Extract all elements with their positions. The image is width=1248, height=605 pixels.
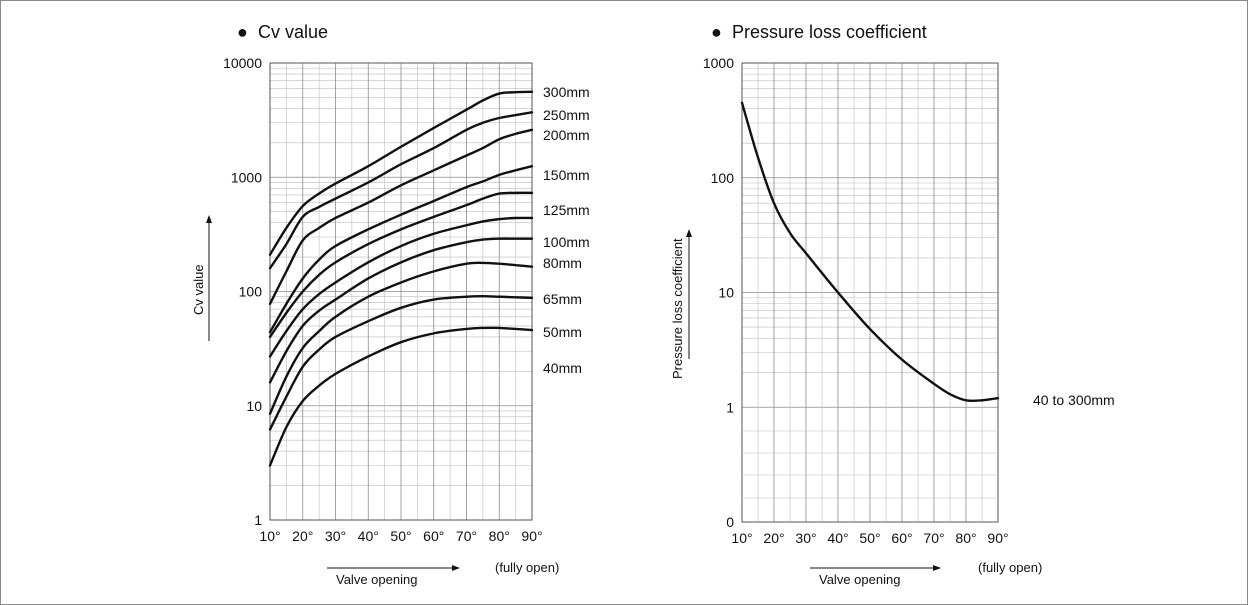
chart1-title-marker: ● [237,22,248,42]
chart2-x-tick-label: 10° [731,530,752,546]
chart1-x-tick-label: 20° [292,528,313,544]
chart1-series-100mm-line [268,216,534,358]
chart1-ticks: 10° 20° 30° 40° 50° 60° 70° 80° 90° 1 10 100 1000 100… [223,55,543,544]
chart1-series-label: 300mm [543,84,590,100]
chart2-x-tick-label: 40° [827,530,848,546]
chart1-y-tick-label: 10 [246,398,262,414]
chart1-x-tick-label: 30° [325,528,346,544]
chart1-series-label: 80mm [543,255,582,271]
chart2-y-tick-label: 10 [718,285,734,301]
chart2-x-tick-label: 60° [891,530,912,546]
chart1-series-label: 250mm [543,107,590,123]
chart1-ylabel-arrowhead [206,215,212,223]
chart1-series-150mm-line [268,164,534,334]
chart2-y-tick-label: 1 [726,399,734,415]
chart1-series-label: 65mm [543,291,582,307]
chart1-series-125mm-line [268,191,534,339]
chart1-series-label: 200mm [543,127,590,143]
chart1-series-label: 40mm [543,360,582,376]
chart1-x-tick-label: 80° [489,528,510,544]
chart2-xlabel-suffix: (fully open) [978,560,1042,575]
chart2-curves [740,101,1000,403]
chart2-y-tick-label: 1000 [703,55,734,71]
chart1-series-label: 150mm [543,167,590,183]
chart2-title-marker: ● [711,22,722,42]
chart1-series-300mm-line [268,90,534,256]
chart2-ylabel-arrowhead [686,229,692,237]
chart1-y-tick-label: 1000 [231,169,262,185]
chart1-x-tick-label: 40° [358,528,379,544]
chart1-series-50mm-line [268,294,534,431]
chart1-curves [268,90,534,467]
chart1-series-40mm-line [268,326,534,467]
chart1-x-tick-label: 50° [390,528,411,544]
chart2-plot-frame [741,62,999,523]
chart1-xlabel-arrowhead [452,565,460,571]
chart1-y-tick-label: 10000 [223,55,262,71]
chart1-ylabel: Cv value [191,264,206,315]
chart2-grid [741,62,999,523]
chart2-xlabel: Valve opening [819,572,900,587]
chart2-x-tick-label: 70° [923,530,944,546]
chart1-series-200mm-line [268,128,534,306]
chart2-x-tick-label: 80° [955,530,976,546]
chart1-series-labels: 300mm 250mm 200mm 150mm 125mm 100mm 80mm 65mm 50… [543,84,590,376]
chart1-x-tick-label: 90° [521,528,542,544]
chart1-title: Cv value [258,22,328,42]
chart1-xlabel: Valve opening [336,572,417,587]
chart2-series-labels: 40 to 300mm [1033,392,1115,408]
chart1-x-tick-label: 60° [423,528,444,544]
chart2-series-label: 40 to 300mm [1033,392,1115,408]
chart2-xlabel-arrowhead [933,565,941,571]
chart1-series-label: 100mm [543,234,590,250]
chart2-y-tick-label: 100 [711,170,735,186]
chart2-x-tick-label: 50° [859,530,880,546]
chart2-ticks: 10° 20° 30° 40° 50° 60° 70° 80° 90° 0 1 10 100 1000 [703,55,1009,546]
chart1-y-tick-label: 100 [239,284,263,300]
chart1-x-tick-label: 70° [456,528,477,544]
chart1-series-label: 50mm [543,324,582,340]
chart2-ylabel: Pressure loss coefficient [670,238,685,379]
chart1-xlabel-suffix: (fully open) [495,560,559,575]
chart1-grid [269,62,533,521]
chart2-series-40-to-300mm-line [740,101,1000,403]
chart1-y-tick-label: 1 [254,512,262,528]
chart1-series-label: 125mm [543,202,590,218]
chart1-series-80mm-line [268,237,534,384]
chart1-plot-frame [269,62,533,521]
chart2-title: Pressure loss coefficient [732,22,927,42]
chart1-series-250mm-line [268,111,534,270]
chart1-series-65mm-line [268,261,534,416]
chart2-x-tick-label: 20° [763,530,784,546]
chart2-x-tick-label: 90° [987,530,1008,546]
chart1-x-tick-label: 10° [259,528,280,544]
chart2-x-tick-label: 30° [795,530,816,546]
chart2-y-tick-label: 0 [726,514,734,530]
